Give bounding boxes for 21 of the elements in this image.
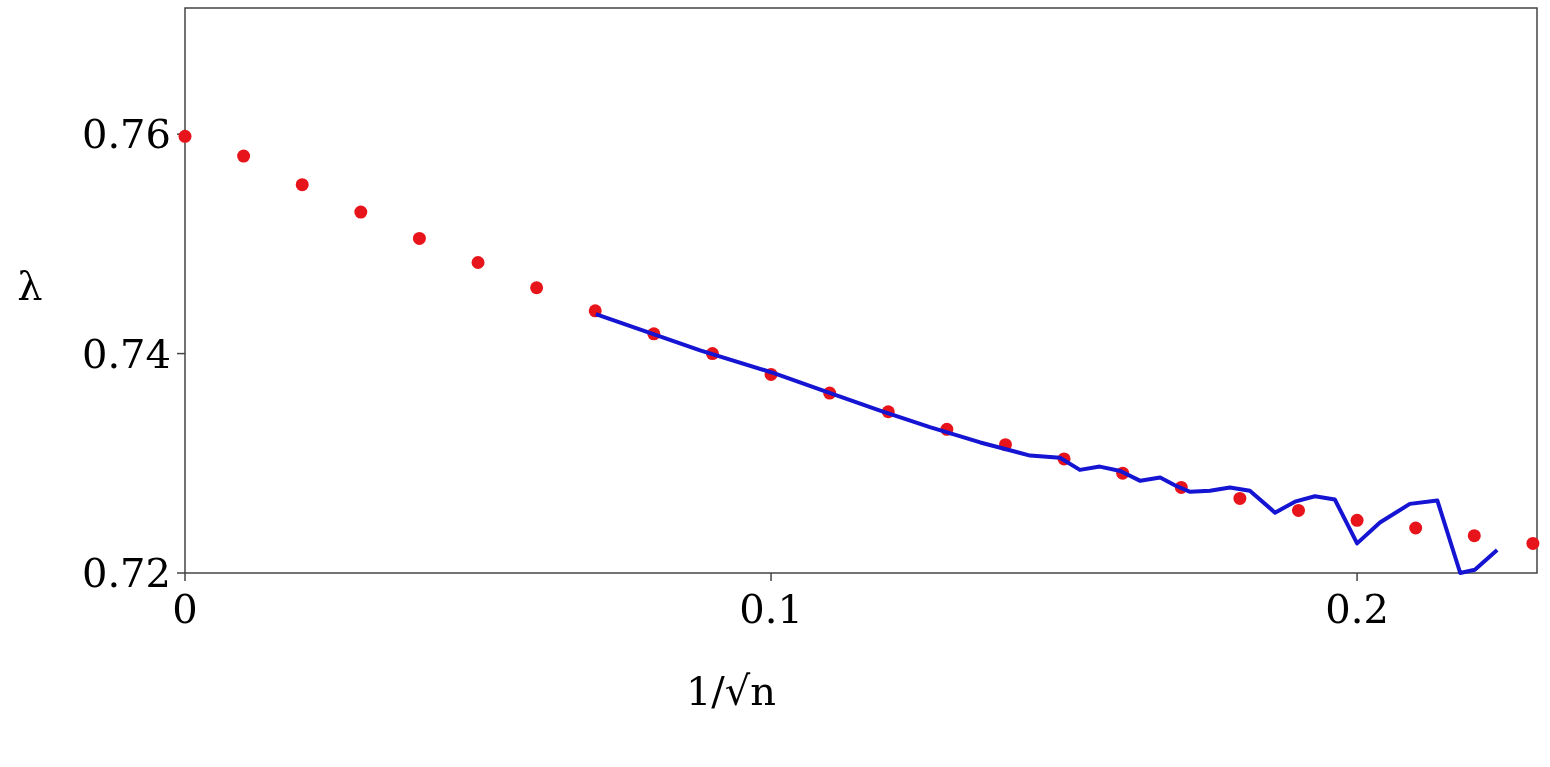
point xyxy=(1526,536,1540,550)
x-tick-label: 0.2 xyxy=(1325,586,1389,632)
x-axis-title: 1/√n xyxy=(685,668,777,714)
point xyxy=(471,256,485,270)
point xyxy=(295,178,309,192)
point xyxy=(1409,521,1423,535)
point xyxy=(1467,529,1481,543)
y-tick-label: 0.72 xyxy=(81,550,171,596)
point xyxy=(412,231,426,245)
point xyxy=(354,205,368,219)
x-tick-label: 0.1 xyxy=(739,586,803,632)
point xyxy=(1350,513,1364,527)
point xyxy=(1233,491,1247,505)
point xyxy=(178,129,192,143)
point xyxy=(237,149,251,163)
y-tick-label: 0.74 xyxy=(81,330,171,377)
y-tick-label: 0.76 xyxy=(81,111,171,158)
x-tick-label: 0 xyxy=(172,586,198,632)
point xyxy=(1291,503,1305,517)
point xyxy=(530,281,544,295)
y-axis-title: λ xyxy=(17,263,43,309)
